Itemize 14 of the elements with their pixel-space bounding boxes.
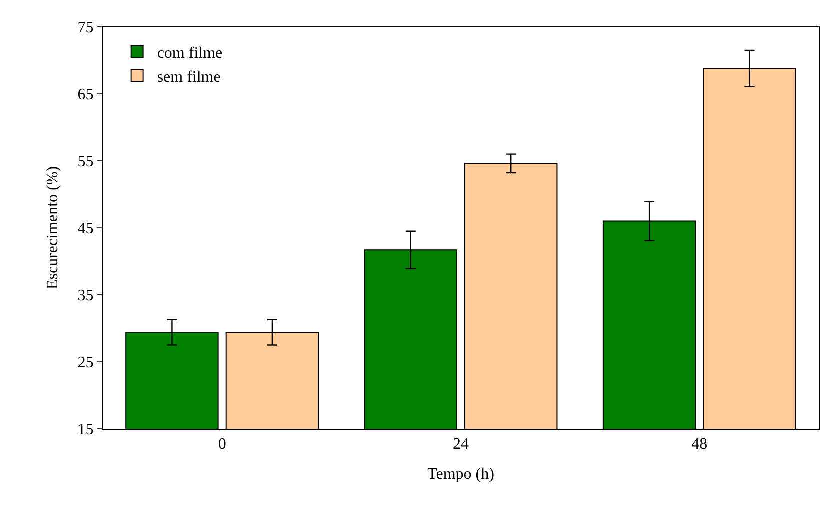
x-axis-title: Tempo (h)	[428, 466, 494, 483]
y-tick-label: 15	[78, 422, 94, 439]
x-tick-label: 24	[453, 436, 469, 454]
y-tick-label: 75	[78, 20, 94, 37]
y-tick-label: 35	[78, 288, 94, 305]
x-tick-label: 48	[692, 436, 708, 454]
y-tick-label: 45	[78, 220, 94, 238]
legend-label: com filme	[157, 45, 223, 62]
x-tick-label: 0	[218, 436, 226, 454]
y-tick-label: 65	[78, 86, 94, 104]
y-tick-label: 55	[78, 154, 94, 171]
legend-label: sem filme	[157, 68, 221, 86]
y-tick-label: 25	[78, 354, 94, 372]
y-axis-title: Escurecimento (%)	[44, 166, 62, 290]
